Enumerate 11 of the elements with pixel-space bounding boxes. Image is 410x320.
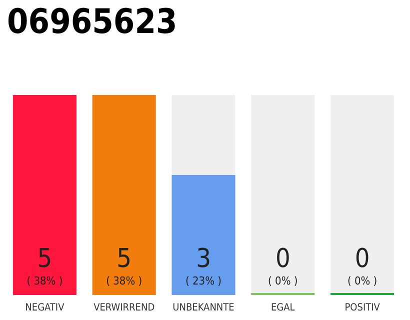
data-label: 0 ( 0% ) bbox=[347, 244, 378, 288]
data-label: 0 ( 0% ) bbox=[268, 244, 298, 288]
chart-title: 06965623 bbox=[7, 2, 178, 42]
data-label: 3 ( 23% ) bbox=[185, 244, 222, 288]
x-tick-label: VERWIRREND bbox=[94, 302, 155, 314]
data-label: 5 ( 38% ) bbox=[106, 244, 142, 288]
x-tick-label: UNBEKANNTE bbox=[172, 302, 235, 314]
x-tick-label: POSITIV bbox=[344, 302, 381, 314]
x-tick-label: NEGATIV bbox=[25, 302, 66, 314]
x-tick-label: EGAL bbox=[270, 302, 295, 314]
data-label: 5 ( 38% ) bbox=[26, 244, 63, 288]
